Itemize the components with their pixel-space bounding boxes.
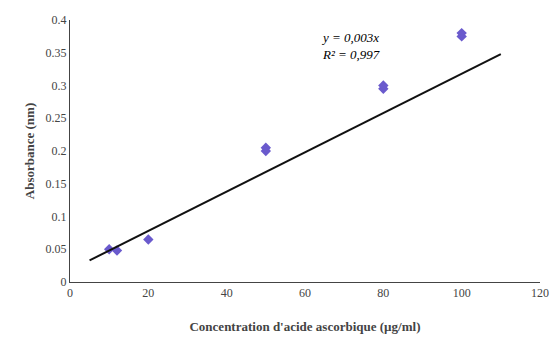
svg-text:120: 120 (531, 286, 549, 300)
svg-text:y = 0,003xR² = 0,997: y = 0,003xR² = 0,997 (321, 30, 380, 62)
svg-text:0.15: 0.15 (46, 177, 67, 191)
svg-text:0.3: 0.3 (52, 79, 67, 93)
svg-text:0: 0 (61, 275, 67, 289)
svg-text:0.25: 0.25 (46, 111, 67, 125)
svg-text:Absorbance (nm): Absorbance (nm) (22, 103, 37, 199)
svg-text:0.1: 0.1 (52, 210, 67, 224)
svg-text:0.05: 0.05 (46, 242, 67, 256)
svg-text:0: 0 (67, 286, 73, 300)
svg-text:40: 40 (221, 286, 233, 300)
svg-text:60: 60 (299, 286, 311, 300)
svg-text:80: 80 (377, 286, 389, 300)
svg-text:0.35: 0.35 (46, 46, 67, 60)
svg-text:Concentration d'acide ascorbiq: Concentration d'acide ascorbique (µg/ml) (189, 319, 420, 334)
svg-text:0.2: 0.2 (52, 144, 67, 158)
svg-text:20: 20 (142, 286, 154, 300)
svg-text:100: 100 (453, 286, 471, 300)
svg-text:0.4: 0.4 (52, 13, 67, 27)
